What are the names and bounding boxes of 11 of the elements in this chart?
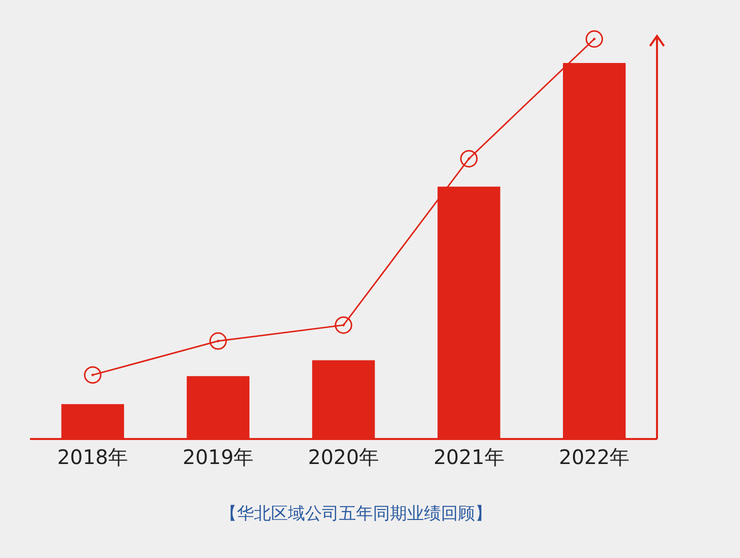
x-tick-label: 2022年 — [558, 445, 630, 469]
x-tick-label: 2021年 — [433, 445, 504, 469]
point — [586, 30, 604, 48]
point — [334, 316, 352, 334]
x-tick-label: 2019年 — [182, 445, 254, 469]
text: 【华北区域公司五年同期业绩回顾】 — [220, 504, 492, 524]
x-tick-label: 2018年 — [57, 445, 128, 469]
point — [209, 332, 227, 350]
x-tick-label: 2020年 — [308, 445, 379, 469]
point — [84, 366, 102, 384]
point — [460, 150, 478, 168]
